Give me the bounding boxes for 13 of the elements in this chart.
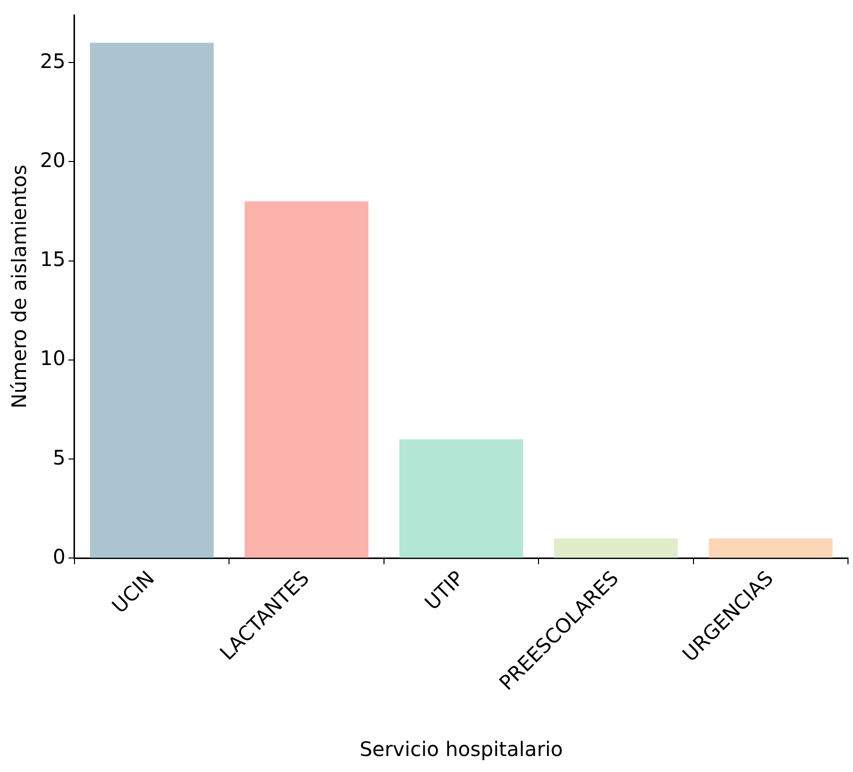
y-axis-title: Número de aislamientos: [7, 164, 32, 408]
y-tick-label: 10: [40, 346, 66, 370]
y-tick-label: 20: [40, 148, 66, 172]
bar: [244, 201, 368, 558]
bar: [399, 439, 524, 558]
y-tick-label: 5: [52, 445, 66, 470]
x-axis-title: Servicio hospitalario: [360, 737, 563, 762]
bar: [708, 538, 833, 558]
y-tick-label: 25: [40, 48, 66, 73]
y-tick-label: 15: [40, 247, 66, 272]
y-tick-label: 0: [52, 544, 66, 568]
bar: [554, 538, 678, 558]
bar: [90, 42, 214, 558]
